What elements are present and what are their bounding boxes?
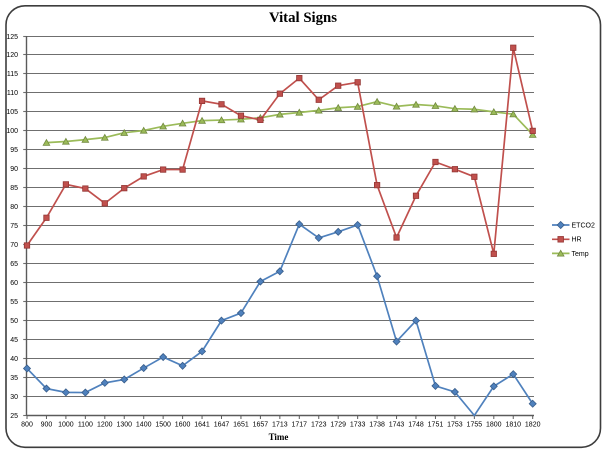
svg-text:1100: 1100: [78, 422, 93, 429]
svg-text:800: 800: [21, 422, 33, 429]
svg-text:1400: 1400: [136, 422, 152, 429]
svg-text:1651: 1651: [233, 422, 249, 429]
svg-text:75: 75: [10, 223, 18, 230]
svg-text:Vital Signs: Vital Signs: [269, 10, 337, 26]
svg-text:1500: 1500: [155, 422, 171, 429]
svg-text:1717: 1717: [292, 422, 308, 429]
svg-text:1200: 1200: [97, 422, 113, 429]
svg-text:115: 115: [7, 71, 18, 78]
svg-text:25: 25: [10, 413, 18, 420]
svg-text:60: 60: [10, 280, 18, 287]
svg-text:1755: 1755: [467, 422, 483, 429]
svg-text:Time: Time: [269, 432, 289, 442]
svg-text:120: 120: [6, 52, 18, 59]
svg-text:35: 35: [10, 375, 18, 382]
svg-text:55: 55: [10, 299, 18, 306]
svg-text:900: 900: [41, 422, 53, 429]
svg-text:110: 110: [7, 90, 18, 97]
svg-text:1748: 1748: [408, 422, 424, 429]
svg-text:1751: 1751: [428, 422, 444, 429]
svg-text:1723: 1723: [311, 422, 327, 429]
svg-text:90: 90: [10, 166, 18, 173]
svg-text:65: 65: [10, 261, 18, 268]
svg-text:HR: HR: [572, 237, 582, 244]
svg-text:125: 125: [6, 34, 18, 41]
svg-text:1657: 1657: [253, 422, 269, 429]
svg-text:1743: 1743: [389, 422, 405, 429]
svg-text:1738: 1738: [369, 422, 385, 429]
svg-text:1729: 1729: [330, 422, 346, 429]
svg-text:1810: 1810: [505, 422, 521, 429]
svg-text:1753: 1753: [447, 422, 463, 429]
svg-text:100: 100: [6, 128, 18, 135]
svg-text:70: 70: [10, 242, 18, 249]
svg-text:80: 80: [10, 204, 18, 211]
svg-text:50: 50: [10, 318, 18, 325]
svg-text:40: 40: [10, 356, 18, 363]
svg-text:1647: 1647: [214, 422, 230, 429]
svg-text:ETCO2: ETCO2: [572, 222, 595, 229]
svg-text:1000: 1000: [58, 422, 74, 429]
svg-text:1641: 1641: [194, 422, 210, 429]
svg-text:1300: 1300: [116, 422, 132, 429]
svg-text:Temp: Temp: [572, 251, 589, 258]
svg-text:95: 95: [10, 147, 18, 154]
svg-text:1800: 1800: [486, 422, 502, 429]
svg-text:1820: 1820: [525, 422, 541, 429]
svg-text:1713: 1713: [272, 422, 288, 429]
svg-text:105: 105: [6, 109, 18, 116]
svg-text:85: 85: [10, 185, 18, 192]
svg-text:30: 30: [10, 394, 18, 401]
svg-text:45: 45: [10, 337, 18, 344]
svg-text:1600: 1600: [175, 422, 191, 429]
svg-text:1733: 1733: [350, 422, 366, 429]
